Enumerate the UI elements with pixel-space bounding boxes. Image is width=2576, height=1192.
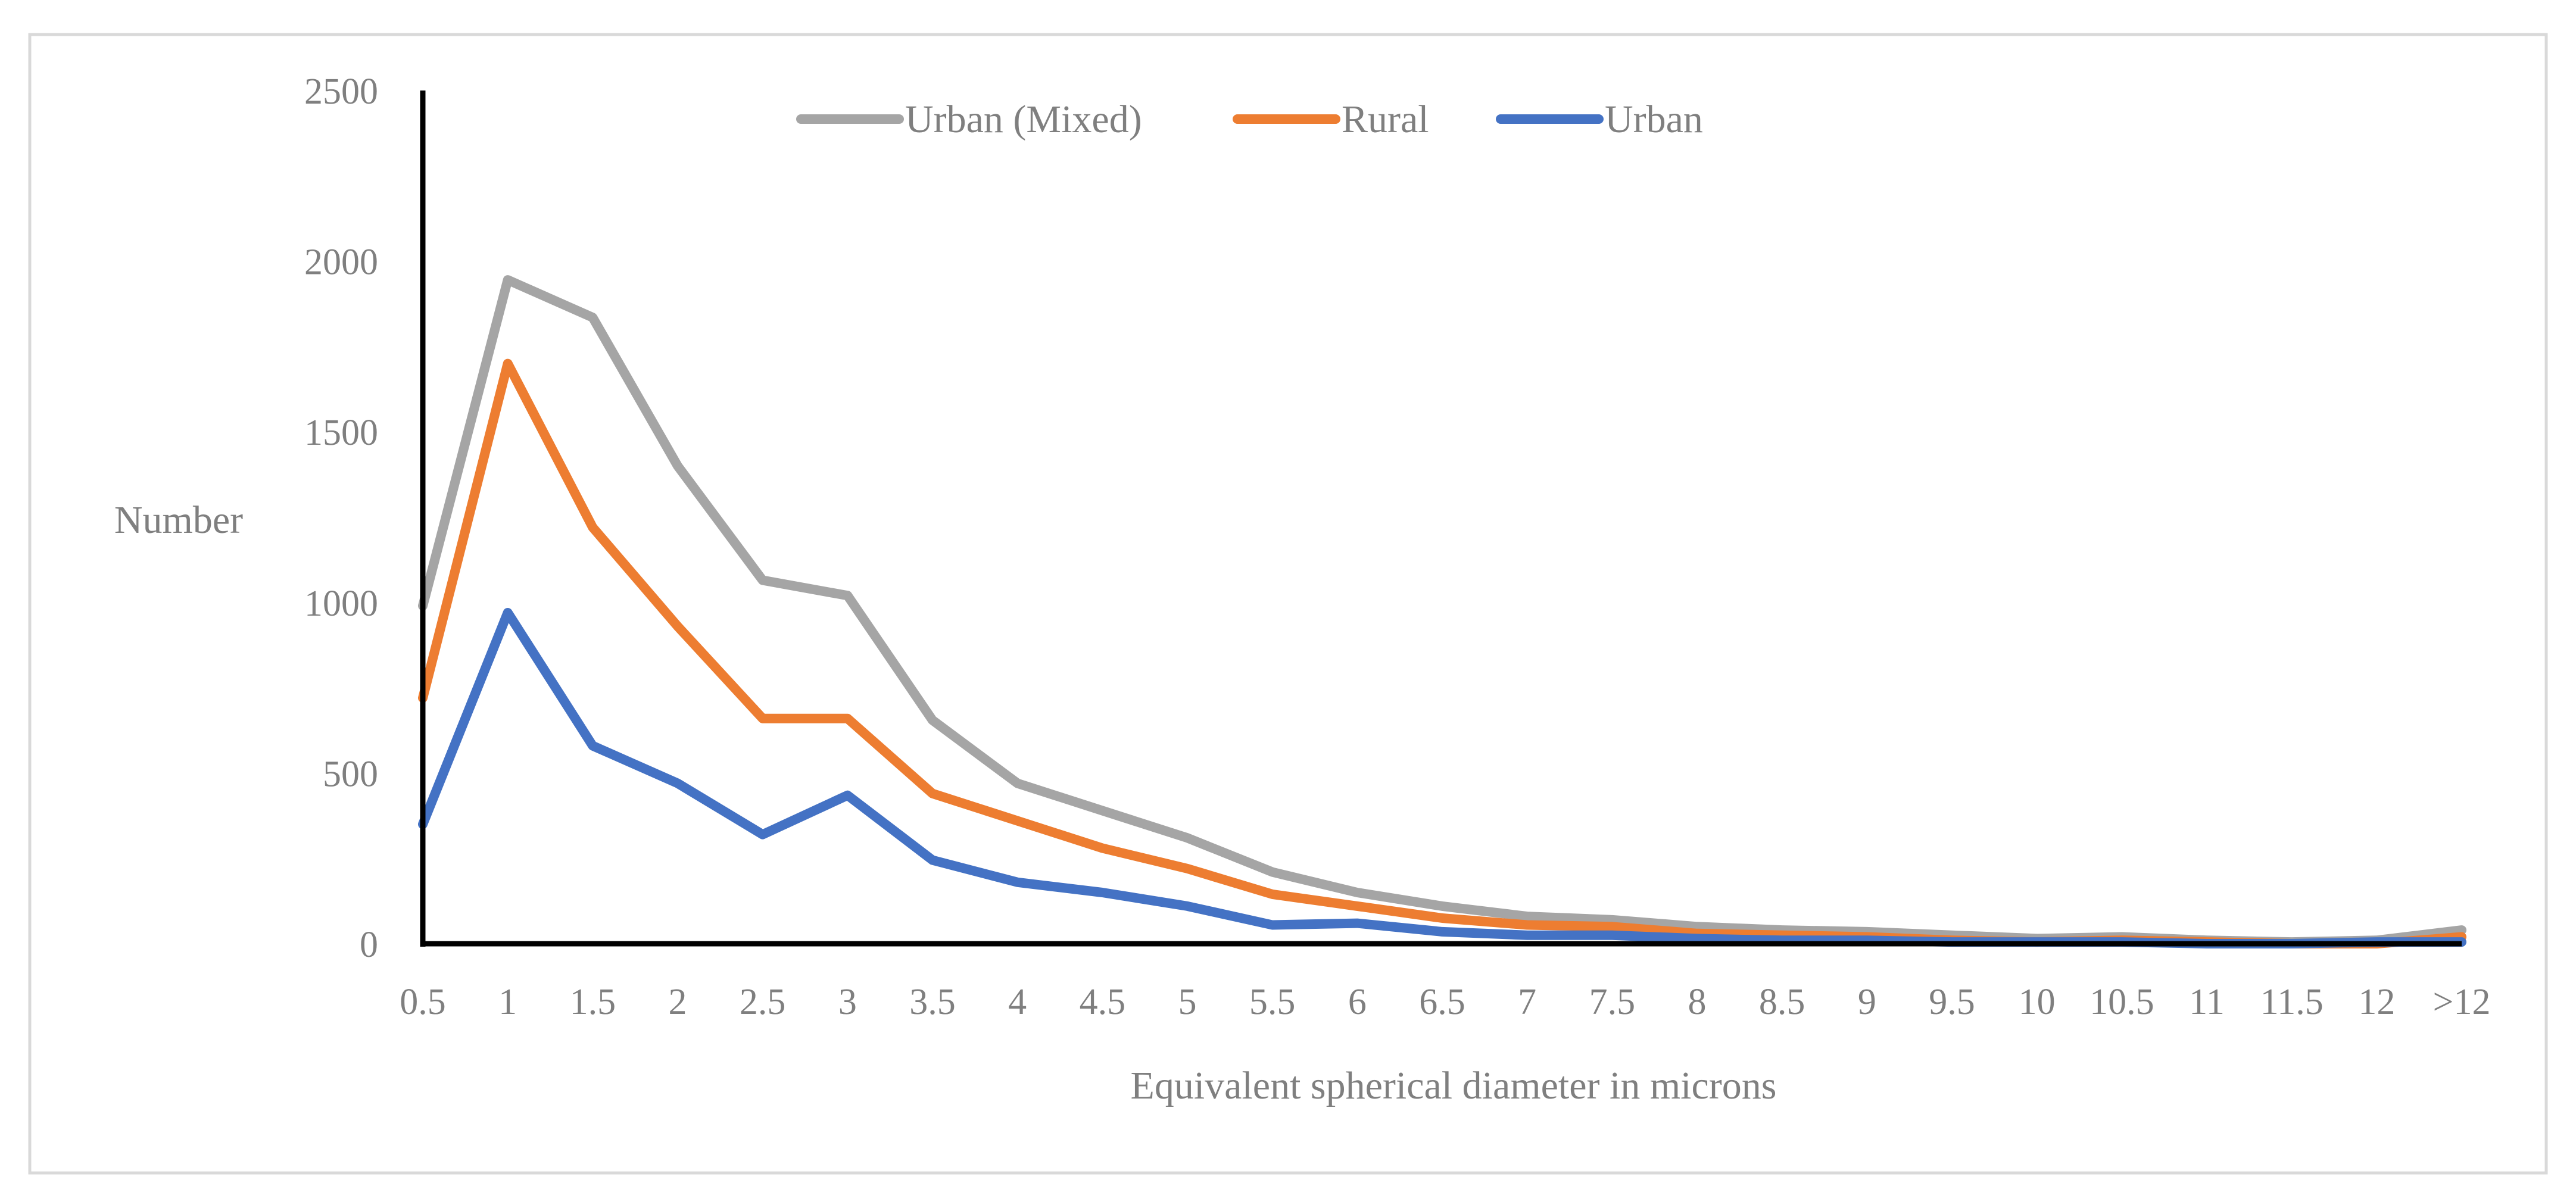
y-tick-label: 1000 xyxy=(304,583,378,624)
x-tick-label: 8.5 xyxy=(1759,982,1805,1022)
x-axis-title: Equivalent spherical diameter in microns xyxy=(1131,1064,1777,1107)
legend-label: Rural xyxy=(1342,98,1429,141)
x-tick-label: 1.5 xyxy=(570,982,616,1022)
x-tick-label: 2 xyxy=(669,982,687,1022)
x-tick-label: 3.5 xyxy=(909,982,956,1022)
x-tick-label: 7 xyxy=(1518,982,1536,1022)
x-tick-label: 9 xyxy=(1858,982,1876,1022)
x-tick-label: 4 xyxy=(1008,982,1027,1022)
legend-label: Urban (Mixed) xyxy=(905,98,1142,141)
y-axis-title: Number xyxy=(114,498,243,542)
x-tick-label: >12 xyxy=(2433,982,2491,1022)
x-tick-label: 5 xyxy=(1178,982,1197,1022)
x-tick-label: 0.5 xyxy=(400,982,446,1022)
y-tick-label: 2000 xyxy=(304,242,378,283)
x-tick-labels: 0.5 1 1.5 2 2.5 3 3.5 4 4.5 5 5.5 6 6.5 7 7.5 8 8.5 9 9.5 1… xyxy=(400,982,2490,1022)
x-tick-label: 11.5 xyxy=(2260,982,2324,1022)
x-tick-label: 4.5 xyxy=(1080,982,1126,1022)
x-tick-label: 3 xyxy=(838,982,857,1022)
x-tick-label: 1 xyxy=(498,982,517,1022)
y-tick-label: 0 xyxy=(360,925,378,965)
x-tick-label: 8 xyxy=(1688,982,1707,1022)
legend: Urban (Mixed) Rural Urban xyxy=(796,98,1703,141)
x-tick-label: 12 xyxy=(2358,982,2395,1022)
y-tick-label: 1500 xyxy=(304,413,378,453)
axes-layer xyxy=(420,91,2462,947)
y-tick-labels: 0 500 1000 1500 2000 2500 xyxy=(304,71,378,965)
y-tick-label: 2500 xyxy=(304,71,378,112)
x-tick-label: 6 xyxy=(1348,982,1367,1022)
x-tick-label: 7.5 xyxy=(1589,982,1636,1022)
x-tick-label: 9.5 xyxy=(1929,982,1975,1022)
x-tick-label: 10 xyxy=(2019,982,2056,1022)
legend-label: Urban xyxy=(1605,98,1703,141)
x-tick-label: 6.5 xyxy=(1419,982,1465,1022)
x-tick-label: 2.5 xyxy=(740,982,786,1022)
x-tick-label: 11 xyxy=(2189,982,2225,1022)
x-tick-label: 10.5 xyxy=(2090,982,2154,1022)
y-tick-label: 500 xyxy=(323,754,378,794)
x-tick-label: 5.5 xyxy=(1249,982,1296,1022)
